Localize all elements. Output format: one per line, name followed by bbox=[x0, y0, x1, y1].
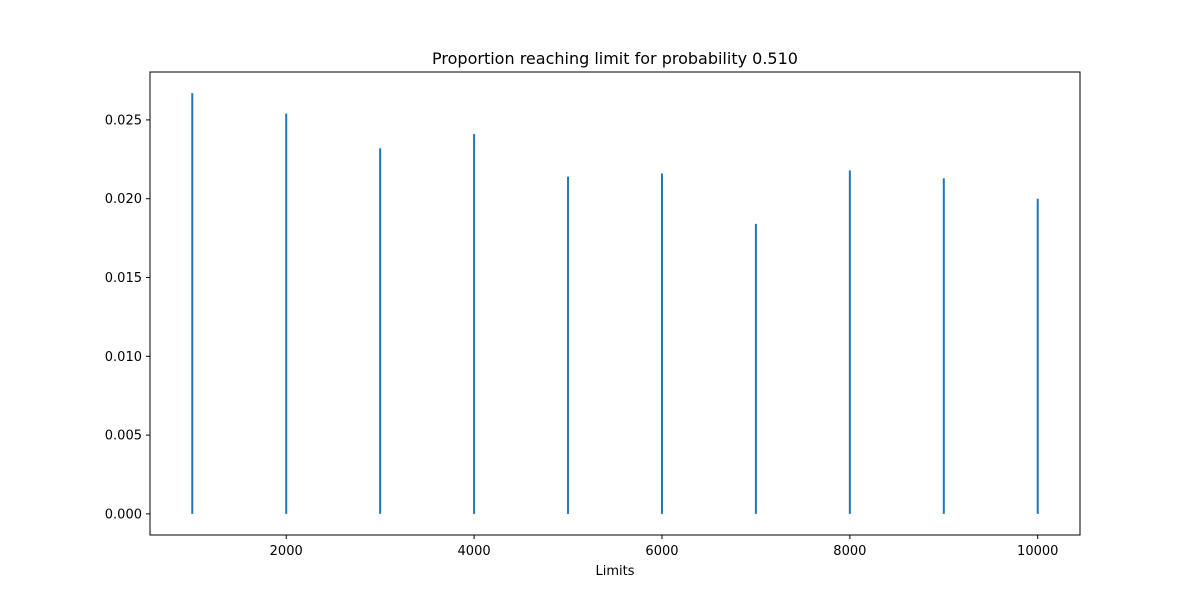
y-axis-ticks: 0.000 0.005 0.010 0.015 0.020 0.025 bbox=[105, 113, 150, 522]
y-tick-label: 0.020 bbox=[105, 192, 142, 207]
chart-title: Proportion reaching limit for probabilit… bbox=[432, 49, 798, 68]
y-tick-label: 0.005 bbox=[105, 429, 142, 444]
x-tick-label: 8000 bbox=[833, 544, 866, 559]
y-tick-label: 0.010 bbox=[105, 350, 142, 365]
x-tick-label: 6000 bbox=[645, 544, 678, 559]
x-axis-ticks: 2000 4000 6000 8000 10000 bbox=[270, 535, 1058, 559]
y-tick-label: 0.015 bbox=[105, 271, 142, 286]
x-tick-label: 4000 bbox=[458, 544, 491, 559]
x-axis-label: Limits bbox=[596, 564, 635, 579]
x-tick-label: 2000 bbox=[270, 544, 303, 559]
y-tick-label: 0.025 bbox=[105, 113, 142, 128]
x-tick-label: 10000 bbox=[1017, 544, 1058, 559]
bars-layer bbox=[191, 93, 1039, 514]
plot-frame bbox=[149, 71, 1081, 536]
y-tick-label: 0.000 bbox=[105, 507, 142, 522]
